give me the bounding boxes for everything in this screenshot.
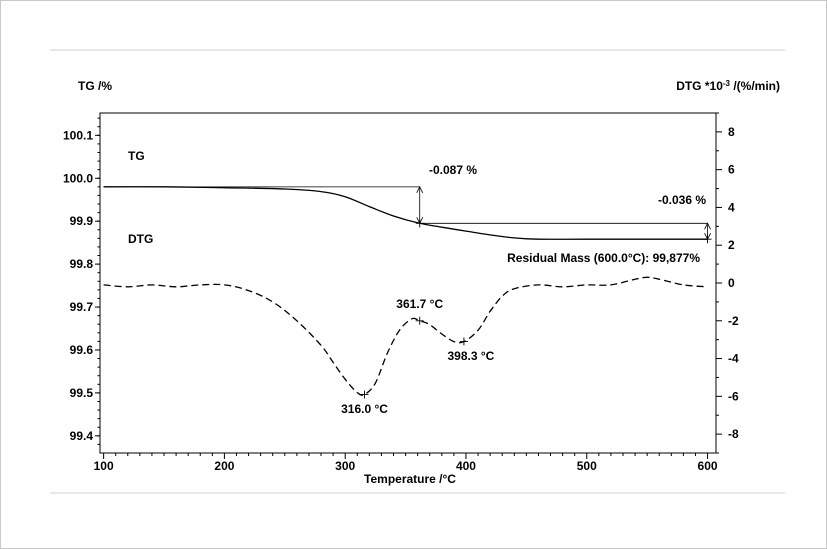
x-axis-title: Temperature /°C xyxy=(364,472,456,486)
y-left-tick-label: 99.8 xyxy=(70,257,94,271)
y-left-tick-label: 99.9 xyxy=(70,214,94,228)
y-left-tick-label: 100.1 xyxy=(63,128,93,142)
y-left-tick-label: 99.7 xyxy=(70,300,94,314)
dtg-peak-398-marker xyxy=(459,337,468,346)
x-tick-label: 500 xyxy=(577,459,597,473)
y-left-axis-title: TG /% xyxy=(78,79,112,93)
plot-area xyxy=(99,112,717,454)
y-right-title-base: DTG *10 xyxy=(676,79,723,93)
y-right-tick-label: 0 xyxy=(728,276,735,290)
y-left-tick-label: 99.4 xyxy=(70,429,94,443)
axis-ticks: 100 200 300 400 500 600 100.1 100.0 99.9 99.8 99.7… xyxy=(63,112,739,473)
x-tick-label: 200 xyxy=(214,459,234,473)
y-right-tick-label: 4 xyxy=(728,200,735,214)
series-line-tg xyxy=(103,186,708,240)
y-right-tick-label: 2 xyxy=(728,238,735,252)
y-right-tick-label: -6 xyxy=(728,389,739,403)
peak-316-label: 316.0 °C xyxy=(341,402,388,416)
dtg-peak-316-marker xyxy=(360,390,369,399)
x-tick-label: 300 xyxy=(335,459,355,473)
y-right-title-unit: /(%/min) xyxy=(730,79,780,93)
step1-label: -0.087 % xyxy=(429,163,477,177)
y-right-axis-title: DTG *10-3 /(%/min) xyxy=(676,79,780,93)
y-right-title-exp: -3 xyxy=(723,79,731,88)
peak-398-label: 398.3 °C xyxy=(448,349,495,363)
y-right-tick-label: -8 xyxy=(728,427,739,441)
series-layer xyxy=(103,186,708,396)
peak-361-label: 361.7 °C xyxy=(396,297,443,311)
series-line-dtg xyxy=(103,276,708,396)
x-tick-label: 600 xyxy=(698,459,718,473)
y-left-tick-label: 99.5 xyxy=(70,386,94,400)
dtg-peak-361-marker xyxy=(415,316,424,325)
y-left-tick-label: 99.6 xyxy=(70,343,94,357)
y-right-tick-label: -4 xyxy=(728,352,739,366)
tg-end-marker xyxy=(703,235,712,244)
y-left-tick-label: 100.0 xyxy=(63,171,93,185)
x-tick-label: 100 xyxy=(94,459,114,473)
y-right-tick-label: -2 xyxy=(728,314,739,328)
residual-mass-label: Residual Mass (600.0°C): 99,877% xyxy=(507,251,700,265)
y-right-tick-label: 6 xyxy=(728,163,735,177)
tg-step-marker xyxy=(415,219,424,228)
annotation-layer: -0.087 % -0.036 % Residual Mass (600.0°C):… xyxy=(103,149,712,416)
y-right-tick-label: 8 xyxy=(728,125,735,139)
dtg-series-label: DTG xyxy=(128,232,153,246)
step2-label: -0.036 % xyxy=(658,193,706,207)
x-tick-label: 400 xyxy=(456,459,476,473)
tg-series-label: TG xyxy=(128,149,145,163)
